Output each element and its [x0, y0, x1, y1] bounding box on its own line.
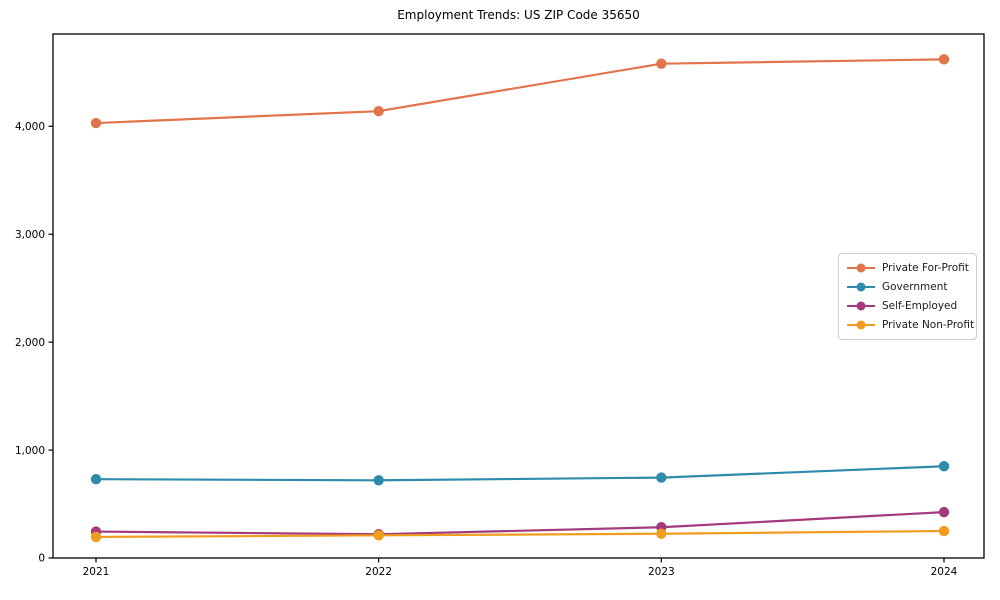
x-tick-label: 2023: [648, 566, 675, 578]
legend-item-private-non-profit: Private Non-Profit: [847, 316, 974, 334]
x-tick-label: 2022: [365, 566, 392, 578]
line-marker-swatch: [847, 263, 875, 273]
data-point: [90, 474, 102, 485]
line-marker-swatch: [847, 301, 875, 311]
line-marker-swatch: [847, 282, 875, 292]
y-tick-label: 3,000: [15, 229, 45, 241]
legend-label: Self-Employed: [882, 299, 958, 312]
data-point: [938, 506, 950, 518]
data-point: [373, 105, 384, 117]
series-line: [95, 511, 945, 536]
data-point: [938, 525, 950, 537]
y-tick-label: 1,000: [15, 445, 45, 457]
data-point: [373, 530, 384, 541]
legend-item-private-for-profit: Private For-Profit: [847, 259, 969, 277]
legend-label: Private For-Profit: [882, 262, 969, 275]
data-point: [656, 58, 667, 69]
data-point: [656, 528, 667, 539]
data-point: [938, 54, 950, 65]
series-line: [95, 529, 945, 539]
legend: Private For-Profit Government Self-Emplo…: [838, 253, 977, 340]
data-point: [90, 117, 102, 129]
data-point: [656, 472, 667, 483]
data-point: [90, 531, 102, 543]
x-tick-label: 2024: [931, 566, 958, 578]
chart-title: Employment Trends: US ZIP Code 35650: [397, 8, 640, 22]
legend-label: Government: [882, 281, 948, 294]
data-point: [373, 475, 384, 486]
y-tick-label: 2,000: [15, 337, 45, 349]
line-marker-swatch: [847, 320, 875, 330]
x-tick-label: 2021: [83, 566, 110, 578]
series-line: [95, 58, 945, 125]
y-tick-label: 0: [38, 553, 45, 565]
legend-item-government: Government: [847, 278, 968, 296]
legend-item-self-employed: Self-Employed: [847, 297, 968, 315]
legend-label: Private Non-Profit: [882, 318, 975, 331]
y-tick-label: 4,000: [15, 121, 45, 133]
data-point: [938, 461, 950, 472]
series-line: [95, 465, 945, 482]
